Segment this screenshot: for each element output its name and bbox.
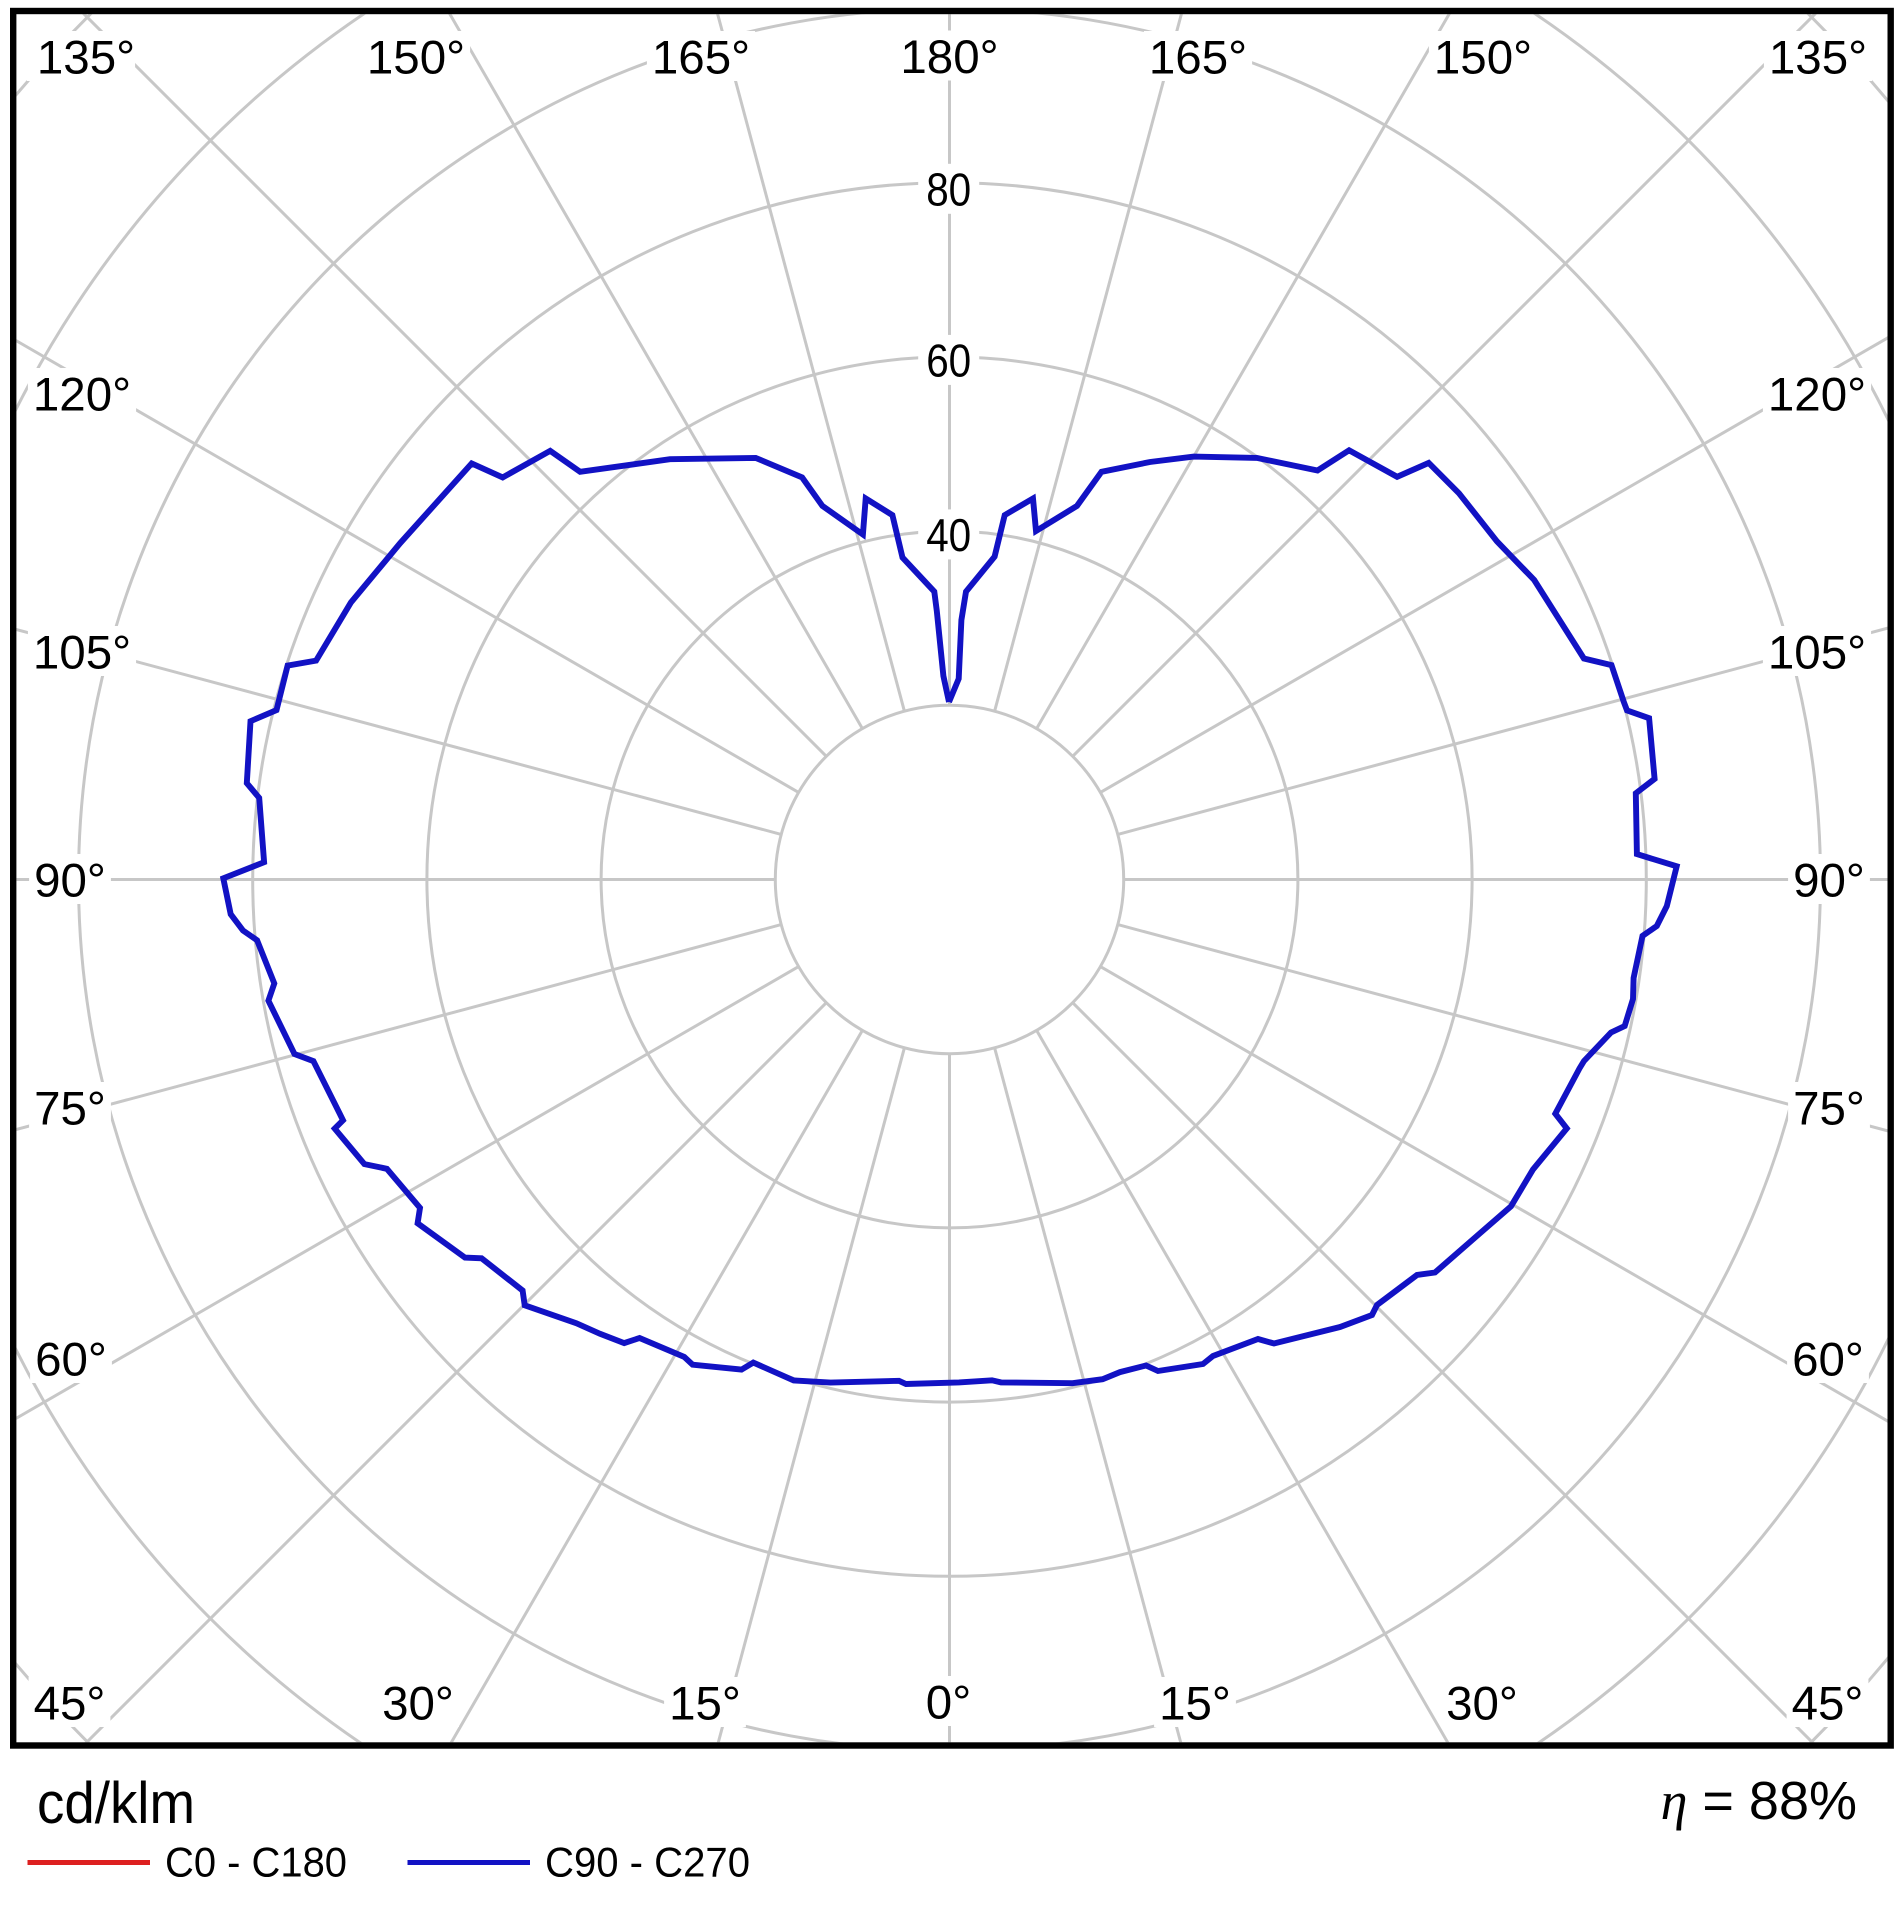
svg-text:60°: 60°	[35, 1333, 107, 1386]
svg-text:80: 80	[926, 164, 971, 216]
svg-text:45°: 45°	[1792, 1677, 1864, 1730]
svg-text:45°: 45°	[34, 1677, 106, 1730]
svg-text:15°: 15°	[1159, 1677, 1231, 1730]
svg-text:150°: 150°	[367, 31, 465, 84]
svg-text:120°: 120°	[33, 368, 131, 421]
svg-text:η = 88%: η = 88%	[1661, 1771, 1857, 1831]
svg-text:165°: 165°	[1149, 31, 1247, 84]
svg-text:120°: 120°	[1768, 368, 1866, 421]
svg-text:0°: 0°	[926, 1676, 971, 1729]
svg-text:40: 40	[926, 509, 971, 561]
svg-text:cd/klm: cd/klm	[37, 1771, 195, 1836]
svg-text:C0 - C180: C0 - C180	[165, 1839, 347, 1886]
svg-text:90°: 90°	[1793, 854, 1865, 907]
svg-text:75°: 75°	[1793, 1082, 1865, 1135]
svg-text:60°: 60°	[1792, 1333, 1864, 1386]
svg-text:135°: 135°	[37, 31, 135, 84]
svg-text:180°: 180°	[900, 31, 998, 84]
svg-text:105°: 105°	[1768, 626, 1866, 679]
svg-text:15°: 15°	[669, 1677, 741, 1730]
svg-text:30°: 30°	[382, 1677, 454, 1730]
svg-text:165°: 165°	[652, 31, 750, 84]
svg-text:60: 60	[926, 335, 971, 387]
svg-text:150°: 150°	[1434, 31, 1532, 84]
svg-text:105°: 105°	[33, 626, 131, 679]
svg-text:30°: 30°	[1446, 1677, 1518, 1730]
svg-text:135°: 135°	[1769, 31, 1867, 84]
svg-text:90°: 90°	[34, 854, 106, 907]
svg-text:C90 - C270: C90 - C270	[545, 1839, 750, 1886]
svg-text:75°: 75°	[34, 1082, 106, 1135]
